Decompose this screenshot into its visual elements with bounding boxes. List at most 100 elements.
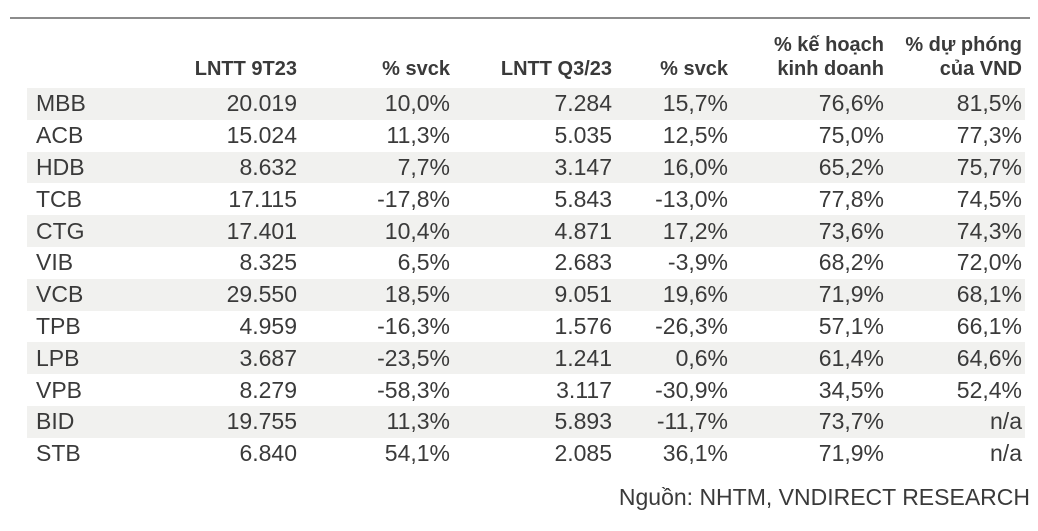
cell-lntt_q3_23: 1.241 [554,344,612,371]
cell-lntt_q3_23: 5.893 [554,408,612,435]
cell-pct_svck_q3_23: 12,5% [662,122,728,149]
cell-pct_svck_9t23: 10,4% [384,217,450,244]
column-header-svck-9t23: % svck [382,58,450,80]
table-row: ACB 15.024 11,3% 5.035 12,5% 75,0% 77,3% [27,120,1025,152]
table-row: TCB 17.115 -17,8% 5.843 -13,0% 77,8% 74,5% [27,183,1025,215]
cell-ticker: ACB [36,122,84,149]
cell-pct_ke_hoach_kinh_doanh: 34,5% [818,376,884,403]
source-note: Nguồn: NHTM, VNDIRECT RESEARCH [618,484,1030,510]
column-header-ticker [27,30,163,88]
cell-pct_svck_q3_23: 15,7% [662,90,728,117]
cell-pct_ke_hoach_kinh_doanh: 68,2% [818,249,884,276]
cell-pct_du_phong_vnd: 81,5% [956,90,1022,117]
cell-lntt_9t23: 29.550 [226,281,297,308]
cell-pct_du_phong_vnd: 74,5% [956,185,1022,212]
bank-earnings-table: LNTT 9T23 % svck LNTT Q3/23 % svck % kế … [27,30,1025,470]
cell-pct_svck_q3_23: -3,9% [667,249,728,276]
cell-pct_svck_9t23: 18,5% [384,281,450,308]
cell-pct_ke_hoach_kinh_doanh: 77,8% [818,185,884,212]
cell-pct_ke_hoach_kinh_doanh: 76,6% [818,90,884,117]
cell-pct_svck_9t23: 6,5% [397,249,450,276]
cell-lntt_q3_23: 3.147 [554,153,612,180]
top-divider [10,17,1030,19]
cell-pct_du_phong_vnd: 66,1% [956,312,1022,339]
table-body: MBB 20.019 10,0% 7.284 15,7% 76,6% 81,5% ACB 15.… [27,88,1025,470]
cell-pct_du_phong_vnd: 68,1% [956,281,1022,308]
cell-pct_svck_q3_23: 0,6% [675,344,728,371]
cell-lntt_9t23: 8.279 [239,376,297,403]
cell-pct_svck_9t23: -17,8% [377,185,450,212]
cell-pct_ke_hoach_kinh_doanh: 65,2% [818,153,884,180]
cell-pct_ke_hoach_kinh_doanh: 71,9% [818,281,884,308]
cell-lntt_9t23: 3.687 [239,344,297,371]
cell-pct_svck_q3_23: 19,6% [662,281,728,308]
cell-lntt_9t23: 8.325 [239,249,297,276]
cell-pct_svck_9t23: 7,7% [397,153,450,180]
cell-pct_du_phong_vnd: 64,6% [956,344,1022,371]
cell-ticker: BID [36,408,75,435]
cell-ticker: TCB [36,185,82,212]
cell-pct_du_phong_vnd: 75,7% [956,153,1022,180]
cell-pct_du_phong_vnd: 52,4% [956,376,1022,403]
cell-lntt_9t23: 17.115 [228,185,297,212]
cell-pct_ke_hoach_kinh_doanh: 61,4% [818,344,884,371]
cell-lntt_q3_23: 3.117 [556,376,612,403]
cell-ticker: CTG [36,217,85,244]
cell-lntt_9t23: 15.024 [226,122,297,149]
table-row: LPB 3.687 -23,5% 1.241 0,6% 61,4% 64,6% [27,342,1025,375]
cell-lntt_q3_23: 1.576 [554,312,612,339]
cell-pct_svck_9t23: 54,1% [384,440,450,467]
cell-ticker: VIB [36,249,74,276]
cell-pct_ke_hoach_kinh_doanh: 73,6% [818,217,884,244]
cell-lntt_9t23: 20.019 [226,90,297,117]
cell-lntt_q3_23: 9.051 [554,281,612,308]
cell-lntt_9t23: 8.632 [239,153,297,180]
cell-ticker: VPB [36,376,83,403]
cell-lntt_9t23: 17.401 [226,217,297,244]
column-header-lntt-q3-23: LNTT Q3/23 [500,58,612,80]
column-header-du-phong-vnd: % dự phóng của VND [905,34,1022,80]
table-row: HDB 8.632 7,7% 3.147 16,0% 65,2% 75,7% [27,151,1025,184]
cell-pct_ke_hoach_kinh_doanh: 57,1% [818,312,884,339]
cell-lntt_q3_23: 5.035 [554,122,612,149]
cell-pct_svck_9t23: 11,3% [386,408,450,435]
cell-ticker: STB [36,440,81,467]
table-row: STB 6.840 54,1% 2.085 36,1% 71,9% n/a [27,438,1025,470]
cell-pct_svck_9t23: -16,3% [377,312,450,339]
cell-pct_svck_q3_23: -30,9% [655,376,728,403]
table-header: LNTT 9T23 % svck LNTT Q3/23 % svck % kế … [27,30,1025,88]
cell-pct_du_phong_vnd: 77,3% [956,122,1022,149]
cell-lntt_q3_23: 2.085 [554,440,612,467]
column-header-lntt-9t23: LNTT 9T23 [194,58,297,80]
table-row: MBB 20.019 10,0% 7.284 15,7% 76,6% 81,5% [27,88,1025,120]
cell-lntt_9t23: 4.959 [239,312,297,339]
cell-ticker: HDB [36,153,85,180]
cell-pct_svck_9t23: -58,3% [377,376,450,403]
cell-pct_svck_9t23: 10,0% [384,90,450,117]
cell-lntt_9t23: 19.755 [226,408,297,435]
cell-pct_ke_hoach_kinh_doanh: 73,7% [818,408,884,435]
cell-ticker: VCB [36,281,84,308]
cell-pct_du_phong_vnd: n/a [990,440,1022,467]
cell-pct_ke_hoach_kinh_doanh: 75,0% [818,122,884,149]
cell-lntt_q3_23: 5.843 [554,185,612,212]
cell-pct_svck_q3_23: -13,0% [655,185,728,212]
table-row: VCB 29.550 18,5% 9.051 19,6% 71,9% 68,1% [27,278,1025,311]
cell-pct_svck_9t23: -23,5% [377,344,450,371]
cell-pct_svck_q3_23: 17,2% [662,217,728,244]
table-row: VIB 8.325 6,5% 2.683 -3,9% 68,2% 72,0% [27,247,1025,279]
header-row: LNTT 9T23 % svck LNTT Q3/23 % svck % kế … [27,30,1025,88]
cell-lntt_q3_23: 7.284 [554,90,612,117]
cell-pct_ke_hoach_kinh_doanh: 71,9% [818,440,884,467]
cell-ticker: TPB [36,312,81,339]
cell-lntt_q3_23: 2.683 [554,249,612,276]
table-row: BID 19.755 11,3% 5.893 -11,7% 73,7% n/a [27,405,1025,438]
cell-pct_du_phong_vnd: 72,0% [956,249,1022,276]
cell-pct_svck_9t23: 11,3% [386,122,450,149]
cell-pct_svck_q3_23: 36,1% [662,440,728,467]
cell-pct_svck_q3_23: -11,7% [656,408,728,435]
column-header-ke-hoach-kinh-doanh: % kế hoạch kinh doanh [773,34,884,80]
cell-ticker: LPB [36,344,80,371]
cell-lntt_q3_23: 4.871 [554,217,612,244]
